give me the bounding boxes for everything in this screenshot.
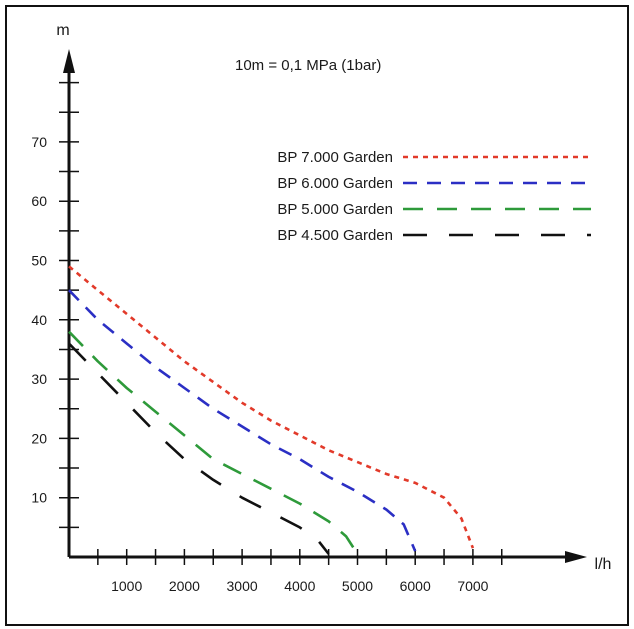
x-tick-label: 4000 [284,578,315,594]
y-tick-label: 20 [31,430,47,446]
series-line-1 [68,265,475,549]
y-tick-label: 50 [31,253,47,269]
y-axis-arrow-icon [63,49,75,73]
y-tick-label: 30 [31,371,47,387]
pump-curve-chart: 1000 2000 3000 4000 5000 6000 7000 10 20 30 40 50 60… [31,22,612,594]
y-tick-label: 10 [31,490,47,506]
series-line-3 [68,330,359,555]
legend-label: BP 4.500 Garden [277,227,393,244]
x-axis-label: l/h [595,556,612,573]
x-tick-label: 2000 [169,578,200,594]
chart-note: 10m = 0,1 MPa (1bar) [235,57,381,74]
x-tick-label: 3000 [227,578,258,594]
legend-label: BP 7.000 Garden [277,149,393,166]
series-line-4 [68,342,330,555]
y-tick-label: 70 [31,134,47,150]
x-tick-label: 7000 [457,578,488,594]
legend-label: BP 5.000 Garden [277,201,393,218]
x-tick-label: 5000 [342,578,373,594]
y-tick-label: 60 [31,193,47,209]
y-tick-label: 40 [31,312,47,328]
chart-frame: 1000 2000 3000 4000 5000 6000 7000 10 20 30 40 50 60… [5,5,629,626]
y-axis-label: m [56,22,69,39]
x-tick-label: 6000 [400,578,431,594]
x-tick-label: 1000 [111,578,142,594]
series-line-2 [68,289,417,552]
legend-label: BP 6.000 Garden [277,175,393,192]
x-axis-arrow-icon [565,551,587,563]
